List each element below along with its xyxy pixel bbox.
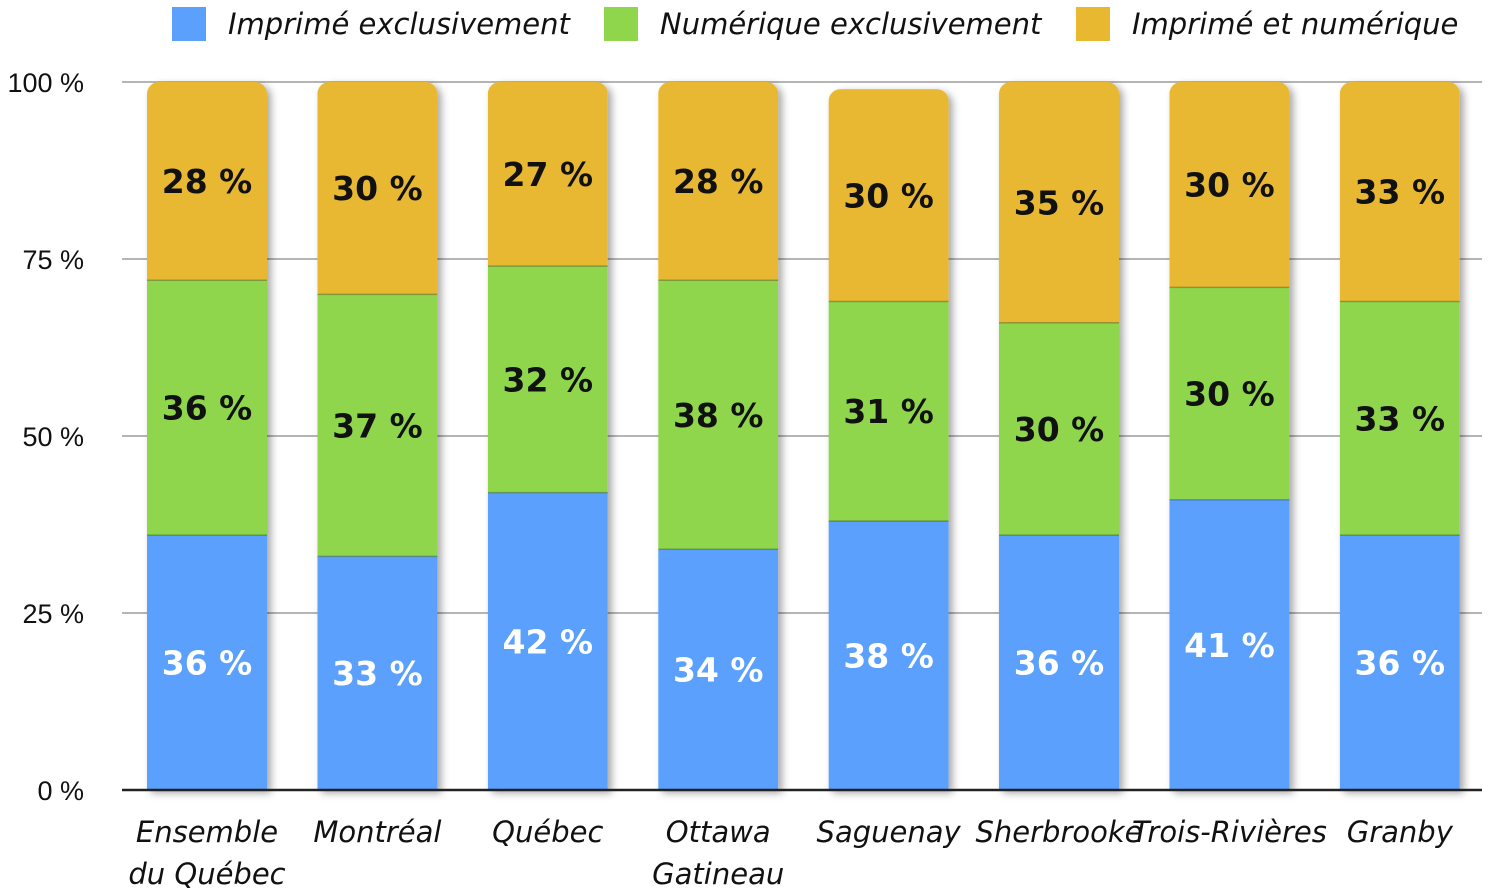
bar-segments [658, 82, 779, 790]
x-tick-label: Ensemble du Québec [128, 815, 285, 891]
stacked-bar [658, 82, 779, 790]
x-tick-label: Trois-Rivières [1132, 815, 1327, 849]
legend-swatch-print-and-digital [1076, 7, 1110, 41]
bar-segment [1169, 499, 1290, 790]
data-label: 33 % [1355, 399, 1445, 438]
data-label: 33 % [1355, 173, 1445, 212]
legend-label-print-only: Imprimé exclusivement [228, 7, 570, 41]
chart-legend: Imprimé exclusivement Numérique exclusiv… [0, 2, 1504, 46]
y-tick-label: 50 % [22, 422, 84, 452]
y-tick-label: 75 % [22, 245, 84, 275]
bar-segment [487, 492, 608, 790]
stacked-bar [487, 82, 608, 790]
bar-segments [1339, 82, 1460, 790]
stacked-bar [317, 82, 438, 790]
legend-label-print-and-digital: Imprimé et numérique [1132, 7, 1459, 41]
bar-segment [147, 535, 267, 790]
x-tick-label: Ottawa Gatineau [652, 815, 784, 891]
data-label: 34 % [673, 651, 763, 690]
stacked-bar [828, 89, 949, 790]
legend-swatch-digital-only [604, 7, 638, 41]
data-label: 38 % [673, 396, 763, 435]
stacked-bar [999, 82, 1119, 790]
data-label: 37 % [332, 406, 422, 445]
legend-item-digital-only: Numérique exclusivement [604, 2, 1041, 46]
bars: 36 % 36 % 28 % 33 % 37 % 30 % 42 % 32 % 27 % 34 %… [147, 82, 1460, 790]
data-label: 30 % [843, 176, 933, 215]
data-label: 36 % [1014, 644, 1104, 683]
bar-segment [487, 266, 608, 493]
data-label: 30 % [1184, 166, 1274, 205]
bar-segment [1339, 82, 1460, 302]
stacked-bar [1339, 82, 1460, 790]
data-label: 28 % [162, 162, 252, 201]
legend-swatch-print-only [172, 7, 206, 41]
bar-segments [1169, 82, 1290, 790]
bar-segment [1169, 287, 1290, 500]
axes: 0 % 25 % 50 % 75 % 100 % Ensemble du Québec Mon… [7, 68, 1482, 891]
data-label: 36 % [162, 644, 252, 683]
data-label: 27 % [503, 155, 593, 194]
x-tick-label: Saguenay [817, 815, 962, 849]
data-label: 42 % [503, 622, 593, 661]
bar-segment [317, 82, 438, 295]
bar-segment [999, 322, 1119, 536]
bar-segments [487, 82, 608, 790]
legend-label-digital-only: Numérique exclusivement [660, 7, 1042, 41]
y-tick-label: 25 % [22, 599, 84, 629]
bar-segment [999, 535, 1119, 790]
bar-segment [487, 82, 608, 267]
data-label: 35 % [1014, 183, 1104, 222]
x-tick-label: Sherbrooke [975, 815, 1142, 849]
data-label: 28 % [673, 162, 763, 201]
bar-segment [828, 301, 949, 521]
bar-segment [658, 549, 779, 790]
data-label: 33 % [332, 654, 422, 693]
legend-item-print-only: Imprimé exclusivement [172, 2, 570, 46]
y-tick-label: 100 % [7, 68, 84, 98]
data-label: 30 % [332, 169, 422, 208]
stacked-bar [1169, 82, 1290, 790]
bar-segments [999, 82, 1119, 790]
bar-segments [828, 89, 949, 790]
bar-segment [999, 82, 1119, 323]
bar-segment [1169, 82, 1290, 288]
data-label: 36 % [1355, 644, 1445, 683]
x-tick-label: Montréal [313, 815, 441, 849]
bar-segments [317, 82, 438, 790]
bar-segment [317, 294, 438, 557]
bar-segment [1339, 535, 1460, 790]
bar-segments [147, 82, 267, 790]
data-label: 30 % [1184, 375, 1274, 414]
bar-segment [658, 82, 779, 281]
data-label: 36 % [162, 389, 252, 428]
data-label: 32 % [503, 360, 593, 399]
data-label: 31 % [843, 392, 933, 431]
stacked-bar [147, 82, 267, 790]
bar-segment [147, 82, 267, 281]
x-tick-label: Granby [1347, 815, 1454, 849]
bar-segment [317, 556, 438, 790]
bar-segment [1339, 301, 1460, 536]
x-tick-label: Québec [492, 815, 603, 849]
legend-item-print-and-digital: Imprimé et numérique [1076, 2, 1458, 46]
bar-segment [147, 280, 267, 536]
bar-segment [658, 280, 779, 550]
y-tick-label: 0 % [37, 776, 84, 806]
data-label: 38 % [843, 636, 933, 675]
data-label: 30 % [1014, 410, 1104, 449]
data-label: 41 % [1184, 626, 1274, 665]
bar-segment [828, 520, 949, 790]
bar-segment [828, 89, 949, 302]
